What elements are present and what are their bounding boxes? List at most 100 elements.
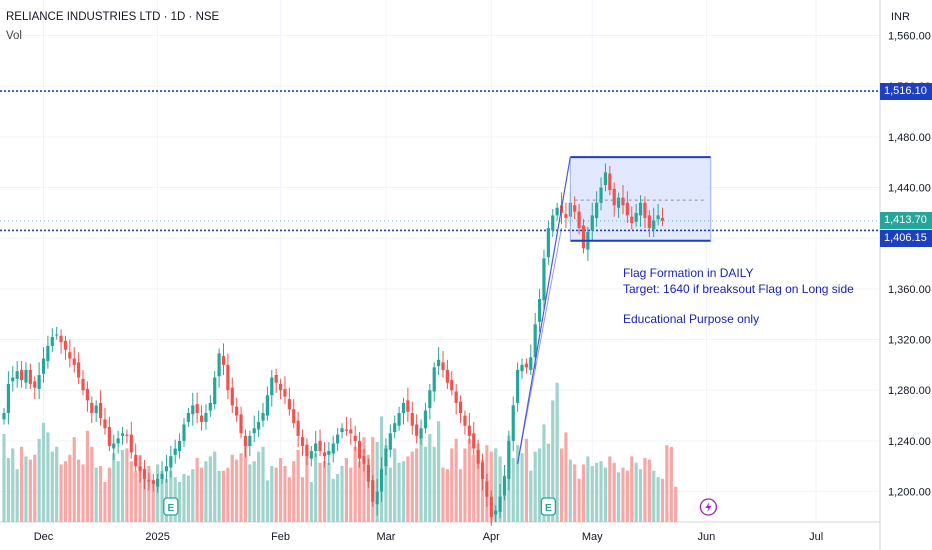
- candle-body: [41, 358, 46, 374]
- x-tick-label: Feb: [271, 531, 290, 543]
- candle-body: [542, 258, 546, 301]
- candle-body: [450, 380, 454, 391]
- candle-body: [643, 202, 647, 218]
- candle-body: [72, 358, 76, 365]
- volume-bar: [647, 459, 651, 522]
- volume-bar: [85, 430, 90, 522]
- earnings-marker: [540, 497, 557, 516]
- candle-body: [68, 352, 72, 359]
- volume-bar: [252, 461, 256, 522]
- volume-bar: [309, 482, 313, 522]
- y-tick-label: 1,440.00: [888, 183, 931, 195]
- annotation-line-1[interactable]: Flag Formation in DAILY: [623, 266, 754, 280]
- y-tick-label: 1,280.00: [888, 385, 931, 397]
- candle-body: [191, 405, 195, 415]
- candle-body: [6, 383, 10, 414]
- volume-bar: [11, 448, 15, 522]
- volume-bar: [410, 451, 414, 522]
- volume-bar: [287, 477, 291, 522]
- volume-bar: [305, 445, 309, 522]
- volume-bar: [33, 454, 37, 522]
- volume-bar: [388, 467, 392, 522]
- candle-body: [529, 357, 533, 370]
- y-tick-label: 1,360.00: [888, 284, 931, 296]
- candle-body: [160, 473, 164, 479]
- volume-bar: [112, 453, 116, 522]
- volume-bar: [634, 462, 638, 522]
- candle-body: [226, 364, 230, 391]
- volume-bar: [472, 454, 476, 522]
- candle-body: [63, 340, 68, 350]
- candle-body: [555, 207, 559, 216]
- volume-bar: [327, 462, 331, 522]
- annotation-line-2[interactable]: Target: 1640 if breaksout Flag on Long s…: [623, 282, 854, 296]
- candle-body: [50, 337, 54, 346]
- candle-body: [173, 448, 177, 455]
- volume-bar: [59, 464, 63, 522]
- flag-pole-line: [517, 157, 571, 464]
- candle-body: [55, 334, 59, 336]
- candle-body: [419, 428, 423, 439]
- candle-body: [322, 452, 327, 457]
- chart-title[interactable]: RELIANCE INDUSTRIES LTD · 1D · NSE: [6, 11, 220, 23]
- candle-body: [516, 369, 520, 403]
- candle-body: [156, 478, 160, 487]
- candle-body: [344, 429, 349, 431]
- candle-body: [257, 421, 261, 430]
- volume-bar: [564, 432, 568, 522]
- volume-bar: [90, 446, 94, 522]
- candle-body: [85, 388, 90, 401]
- candle-body: [445, 369, 449, 383]
- volume-bar: [41, 422, 46, 522]
- volume-bar: [274, 467, 278, 522]
- candle-body: [2, 413, 6, 420]
- volume-bar: [656, 477, 660, 522]
- volume-bar: [537, 448, 542, 522]
- candle-body: [432, 367, 436, 392]
- volume-bar: [169, 470, 173, 522]
- candle-body: [573, 205, 577, 212]
- lightning-icon: [705, 502, 712, 512]
- volume-bar: [235, 459, 239, 522]
- volume-bar: [151, 480, 155, 522]
- volume-bar: [15, 469, 19, 522]
- candle-body: [366, 464, 370, 482]
- candle-body: [406, 400, 410, 412]
- volume-bar: [160, 470, 164, 522]
- volume-bar: [476, 443, 480, 522]
- volume-bar: [397, 462, 401, 522]
- volume-bar: [362, 437, 366, 522]
- volume-bar: [669, 446, 673, 522]
- volume-bar: [454, 438, 458, 522]
- candle-body: [309, 451, 313, 459]
- volume-bar: [199, 467, 204, 522]
- volume-bar: [186, 475, 190, 522]
- candle-body: [480, 462, 485, 479]
- candle-body: [243, 435, 248, 446]
- volume-bar: [182, 474, 186, 522]
- volume-bar: [516, 445, 520, 522]
- volume-bar: [581, 464, 586, 522]
- candle-body: [441, 362, 445, 370]
- candle-body: [357, 440, 362, 459]
- candle-body: [107, 426, 111, 446]
- candle-body: [278, 383, 283, 391]
- volume-legend[interactable]: Vol: [6, 30, 22, 42]
- candle-body: [248, 435, 252, 446]
- candle-body: [353, 435, 357, 441]
- candle-body: [305, 444, 309, 457]
- earnings-marker: [163, 497, 179, 516]
- volume-bar: [401, 461, 406, 522]
- candle-body: [112, 443, 116, 449]
- volume-bar: [292, 461, 296, 522]
- candle-body: [186, 413, 190, 422]
- volume-bar: [94, 467, 98, 522]
- candle-body: [458, 401, 463, 414]
- volume-bar: [625, 470, 629, 522]
- price-tag-last-price: 1,413.70: [880, 212, 932, 230]
- annotation-line-3[interactable]: Educational Purpose only: [623, 312, 760, 326]
- volume-bar: [458, 469, 463, 522]
- volume-bar: [156, 464, 160, 522]
- volume-bar: [138, 454, 142, 522]
